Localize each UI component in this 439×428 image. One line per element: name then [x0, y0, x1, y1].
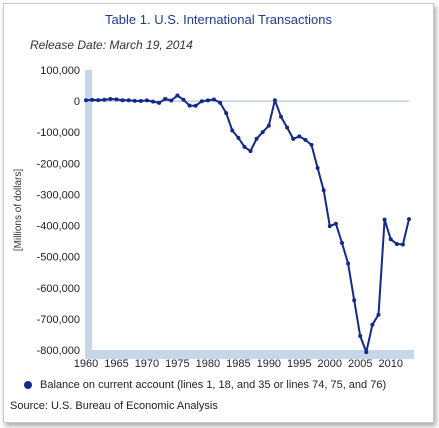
- data-point: [346, 261, 351, 266]
- x-tick-label: 1980: [196, 358, 220, 370]
- data-point: [126, 98, 131, 103]
- data-point: [163, 96, 168, 101]
- y-tick-label: -300,000: [37, 189, 80, 201]
- data-point: [114, 97, 119, 102]
- data-point: [96, 98, 101, 103]
- legend-marker-icon: [24, 381, 32, 389]
- data-point: [358, 334, 363, 338]
- data-point: [376, 312, 381, 317]
- data-point: [254, 136, 259, 141]
- y-tick-label: -800,000: [37, 345, 80, 357]
- x-tick-label: 1990: [257, 358, 281, 370]
- data-point: [382, 217, 387, 222]
- series-line: [85, 94, 410, 354]
- x-tick-label: 2010: [378, 358, 402, 370]
- data-point: [297, 134, 302, 139]
- data-point: [370, 322, 375, 327]
- data-point: [218, 100, 223, 105]
- data-point: [321, 188, 326, 193]
- source-note: Source: U.S. Bureau of Economic Analysis: [10, 400, 218, 412]
- chart-legend: Balance on current account (lines 1, 18,…: [24, 379, 386, 391]
- data-point: [84, 98, 88, 103]
- data-point: [400, 242, 405, 247]
- chart-frame: Table 1. U.S. International Transactions…: [3, 3, 434, 423]
- y-tick-label: -100,000: [37, 127, 80, 139]
- x-tick-label: 1960: [74, 358, 98, 370]
- y-tick-label: 0: [74, 96, 80, 108]
- legend-label: Balance on current account (lines 1, 18,…: [40, 379, 387, 391]
- y-axis-label: [Millions of dollars]: [13, 169, 24, 251]
- data-point: [266, 123, 271, 128]
- x-tick-label: 1995: [287, 358, 311, 370]
- data-point: [144, 98, 149, 103]
- y-tick-label: -400,000: [37, 221, 80, 233]
- data-point: [352, 298, 357, 303]
- data-point: [279, 114, 283, 119]
- y-tick-label: -500,000: [37, 252, 80, 264]
- y-axis-shade-bar: [85, 70, 92, 350]
- data-point: [108, 97, 113, 101]
- data-point: [260, 130, 265, 135]
- data-point: [181, 97, 186, 102]
- data-point: [248, 149, 253, 154]
- data-point: [175, 93, 180, 98]
- x-tick-label: 1985: [226, 358, 250, 370]
- data-point: [242, 144, 247, 149]
- data-point: [193, 103, 198, 108]
- data-point: [303, 137, 308, 142]
- data-point: [333, 221, 338, 226]
- data-point: [230, 128, 235, 133]
- data-point: [236, 135, 241, 140]
- data-point: [169, 98, 174, 103]
- data-point: [315, 166, 320, 170]
- data-point: [205, 98, 210, 103]
- data-point: [272, 98, 277, 103]
- data-point: [285, 125, 290, 130]
- y-tick-label: -200,000: [37, 158, 80, 170]
- y-tick-label: -600,000: [37, 283, 80, 295]
- data-point: [138, 99, 143, 103]
- x-axis-shade-bar: [85, 350, 414, 359]
- data-point: [212, 97, 216, 102]
- data-point: [224, 111, 229, 116]
- data-point: [407, 217, 411, 222]
- data-point: [102, 97, 107, 102]
- chart-svg: 100,000 0 -100,000 -200,000 -300,000 -400,000…: [13, 65, 414, 370]
- x-tick-label: 1970: [135, 358, 159, 370]
- data-point: [199, 99, 204, 104]
- x-tick-label: 1975: [165, 358, 189, 370]
- data-point: [291, 136, 296, 141]
- data-point: [132, 98, 137, 103]
- data-point: [151, 99, 155, 104]
- y-tick-label: -700,000: [37, 314, 80, 326]
- x-tick-label: 1965: [104, 358, 128, 370]
- data-point: [388, 237, 393, 242]
- data-point: [327, 224, 332, 229]
- x-tick-label: 2005: [348, 358, 372, 370]
- x-tick-label: 2000: [318, 358, 342, 370]
- data-point: [90, 97, 95, 102]
- data-point: [157, 100, 162, 105]
- data-point: [187, 103, 192, 108]
- y-tick-label: 100,000: [40, 65, 80, 77]
- data-point: [364, 350, 369, 355]
- data-point: [394, 242, 399, 246]
- data-point: [120, 98, 125, 103]
- release-date: Release Date: March 19, 2014: [30, 38, 193, 52]
- data-point: [309, 142, 314, 147]
- chart-title: Table 1. U.S. International Transactions: [105, 12, 332, 27]
- data-point: [340, 241, 344, 245]
